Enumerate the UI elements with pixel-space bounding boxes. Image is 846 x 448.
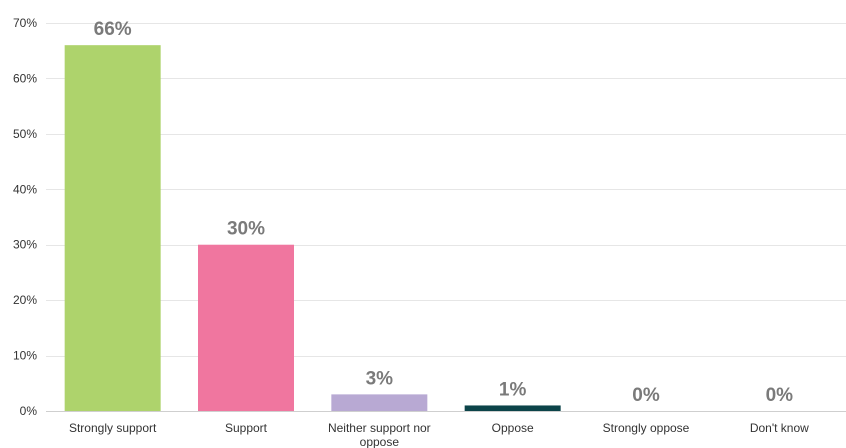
data-labels: 66% 30% 3% 1% 0% 0%	[94, 19, 794, 406]
data-label: 66%	[94, 19, 132, 40]
x-axis-tick-labels: Strongly support Support Neither support n…	[69, 421, 809, 448]
y-tick-label: 70%	[13, 16, 37, 30]
data-label: 1%	[499, 379, 527, 400]
bar	[331, 394, 428, 411]
y-tick-label: 30%	[13, 238, 37, 252]
bars	[64, 45, 561, 412]
bar	[198, 244, 294, 411]
x-tick-label: Don't know	[750, 421, 809, 435]
gridlines	[46, 23, 846, 412]
y-tick-label: 50%	[13, 127, 37, 141]
data-label: 30%	[227, 219, 265, 240]
y-tick-label: 40%	[13, 182, 37, 196]
y-tick-label: 10%	[13, 349, 37, 363]
x-tick-label: Oppose	[492, 421, 534, 435]
y-tick-label: 20%	[13, 293, 37, 307]
data-label: 0%	[632, 385, 660, 406]
x-tick-label: Strongly oppose	[603, 421, 690, 435]
y-axis-tick-labels: 0% 10% 20% 30% 40% 50% 60% 70%	[13, 16, 37, 418]
y-tick-label: 0%	[20, 404, 38, 418]
x-tick-label: Strongly support	[69, 421, 157, 435]
bar	[464, 405, 561, 411]
x-tick-label: Support	[225, 421, 268, 435]
data-label: 0%	[766, 385, 794, 406]
y-tick-label: 60%	[13, 71, 37, 85]
bar	[64, 45, 161, 412]
x-tick-label: Neither support nor oppose	[328, 421, 431, 448]
data-label: 3%	[366, 368, 394, 389]
